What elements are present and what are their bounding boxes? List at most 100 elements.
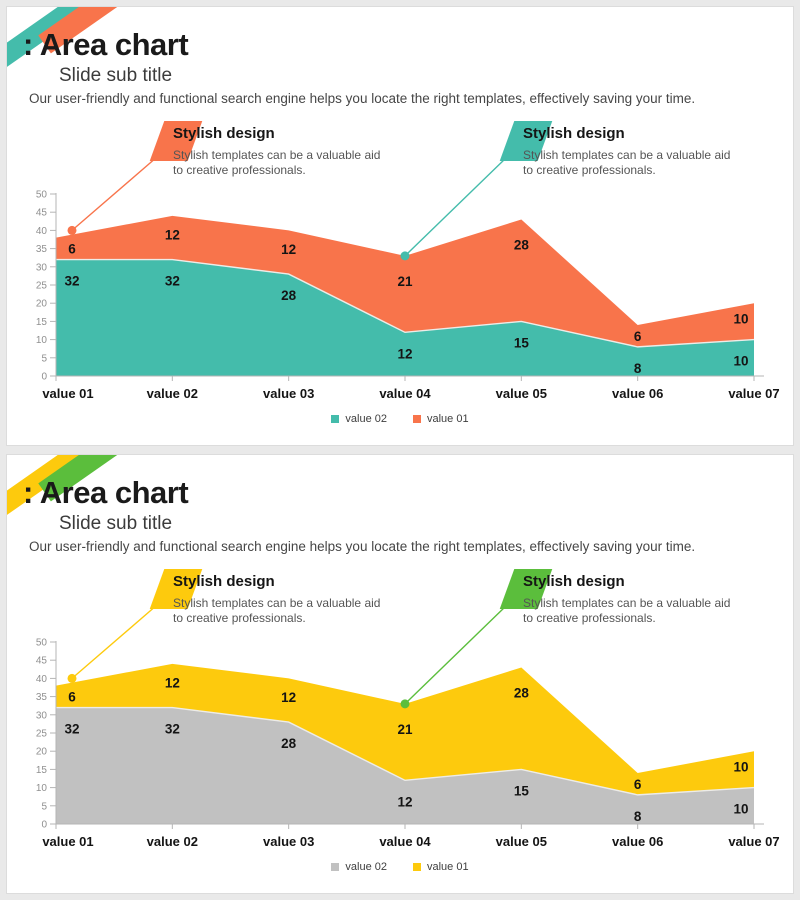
callout-title: Stylish design <box>523 125 625 142</box>
legend-swatch-icon <box>413 415 421 423</box>
data-label-series-1: 28 <box>514 237 530 252</box>
slide-area-chart-1: : Area chart Slide sub title Our user-fr… <box>6 6 794 446</box>
data-label-series-1: 12 <box>165 227 180 242</box>
page-subtitle: Slide sub title <box>59 65 173 86</box>
callout-marker-dot <box>67 225 77 235</box>
callout-title: Stylish design <box>173 573 275 590</box>
callout-body-line1: Stylish templates can be a valuable aid <box>523 148 731 162</box>
page-description: Our user-friendly and functional search … <box>29 539 696 554</box>
legend-swatch-icon <box>331 863 340 871</box>
y-axis-tick-label: 45 <box>36 656 48 667</box>
data-label-series-2: 15 <box>514 335 530 350</box>
y-axis-tick-label: 10 <box>36 783 48 794</box>
data-label-series-1: 28 <box>514 685 530 700</box>
callout-stylish-design-1: Stylish design Stylish templates can be … <box>145 567 385 631</box>
callout-connector-line <box>71 604 158 679</box>
callout-connector-line <box>71 156 158 231</box>
data-label-series-2: 28 <box>281 288 297 303</box>
callout-stylish-design-1: Stylish design Stylish templates can be … <box>145 119 385 183</box>
y-axis-tick-label: 5 <box>41 801 47 812</box>
data-label-series-1: 10 <box>733 760 748 775</box>
x-axis-category-label: value 07 <box>728 386 779 401</box>
legend-label: value 02 <box>345 861 387 873</box>
callout-body: Stylish templates can be a valuable aid … <box>523 148 730 178</box>
callout-stylish-design-2: Stylish design Stylish templates can be … <box>495 119 735 183</box>
callout-marker-dot <box>67 673 77 683</box>
y-axis-tick-label: 50 <box>36 638 48 649</box>
callout-body-line2: to creative professionals. <box>173 163 306 177</box>
legend-label: value 01 <box>427 413 469 425</box>
legend-swatch-icon <box>413 863 421 871</box>
y-axis-tick-label: 20 <box>36 747 48 758</box>
area-series-value-01 <box>56 663 754 795</box>
data-label-series-2: 12 <box>397 346 412 361</box>
callout-body-line1: Stylish templates can be a valuable aid <box>173 148 381 162</box>
legend-item-value-01: value 01 <box>413 861 469 873</box>
page-description: Our user-friendly and functional search … <box>29 91 696 106</box>
x-axis-category-label: value 07 <box>728 834 779 849</box>
x-axis-category-label: value 01 <box>42 386 93 401</box>
callout-body-line1: Stylish templates can be a valuable aid <box>173 596 381 610</box>
data-label-series-2: 28 <box>281 736 297 751</box>
y-axis-tick-label: 15 <box>36 765 48 776</box>
x-axis-category-label: value 01 <box>42 834 93 849</box>
data-label-series-2: 32 <box>165 274 180 289</box>
callout-body-line2: to creative professionals. <box>173 611 306 625</box>
area-series-value-02 <box>56 707 754 824</box>
data-label-series-2: 8 <box>634 809 642 824</box>
data-label-series-1: 6 <box>634 777 642 792</box>
callout-title: Stylish design <box>523 573 625 590</box>
stacked-area-chart: 0 5 10 15 20 25 30 35 40 45 50 value 01 value 02 valu… <box>36 604 780 849</box>
area-series-value-01 <box>56 215 754 347</box>
y-axis-tick-label: 35 <box>36 692 48 703</box>
x-axis-category-label: value 04 <box>379 834 431 849</box>
data-label-series-1: 21 <box>397 722 413 737</box>
series-boundary-line <box>56 258 755 348</box>
data-label-series-1: 10 <box>733 312 748 327</box>
x-axis-category-label: value 06 <box>612 386 663 401</box>
y-axis-tick-label: 30 <box>36 262 48 273</box>
callout-body-line1: Stylish templates can be a valuable aid <box>523 596 731 610</box>
legend-item-value-01: value 01 <box>413 413 469 425</box>
x-axis-category-label: value 03 <box>263 834 314 849</box>
y-axis-tick-label: 30 <box>36 710 48 721</box>
legend-swatch-icon <box>331 415 340 423</box>
callout-stylish-design-2: Stylish design Stylish templates can be … <box>495 567 735 631</box>
y-axis-tick-label: 25 <box>36 729 48 740</box>
x-axis-category-label: value 04 <box>379 386 431 401</box>
x-axis-category-label: value 02 <box>147 834 198 849</box>
x-axis-category-label: value 05 <box>496 386 547 401</box>
y-axis-tick-label: 35 <box>36 244 48 255</box>
legend-label: value 02 <box>345 413 387 425</box>
slide-area-chart-2: : Area chart Slide sub title Our user-fr… <box>6 454 794 894</box>
callout-connector-line <box>404 604 508 705</box>
data-label-series-2: 32 <box>64 722 79 737</box>
data-label-series-2: 15 <box>514 783 530 798</box>
callout-body-line2: to creative professionals. <box>523 163 656 177</box>
legend-item-value-02: value 02 <box>331 413 387 425</box>
data-label-series-1: 21 <box>397 274 413 289</box>
data-label-series-1: 6 <box>68 242 76 257</box>
y-axis-tick-label: 45 <box>36 208 48 219</box>
data-label-series-2: 32 <box>165 722 180 737</box>
page-title: : Area chart <box>23 475 189 510</box>
callout-connector-line <box>404 156 508 257</box>
y-axis-tick-label: 5 <box>41 353 47 364</box>
y-axis-tick-label: 0 <box>41 372 47 383</box>
y-axis-tick-label: 10 <box>36 335 48 346</box>
y-axis-tick-label: 50 <box>36 190 48 201</box>
x-axis-category-label: value 06 <box>612 834 663 849</box>
data-label-series-2: 8 <box>634 361 642 376</box>
area-series-value-02 <box>56 259 754 376</box>
series-boundary-line <box>56 706 755 796</box>
data-label-series-2: 10 <box>733 802 748 817</box>
callout-body: Stylish templates can be a valuable aid … <box>523 596 730 626</box>
data-label-series-1: 12 <box>281 690 296 705</box>
y-axis-tick-label: 40 <box>36 674 48 685</box>
data-label-series-1: 12 <box>165 675 180 690</box>
data-label-series-2: 12 <box>397 794 412 809</box>
x-axis-category-label: value 03 <box>263 386 314 401</box>
callout-body: Stylish templates can be a valuable aid … <box>173 596 380 626</box>
callout-marker-dot <box>400 251 410 261</box>
data-label-series-1: 6 <box>68 690 76 705</box>
